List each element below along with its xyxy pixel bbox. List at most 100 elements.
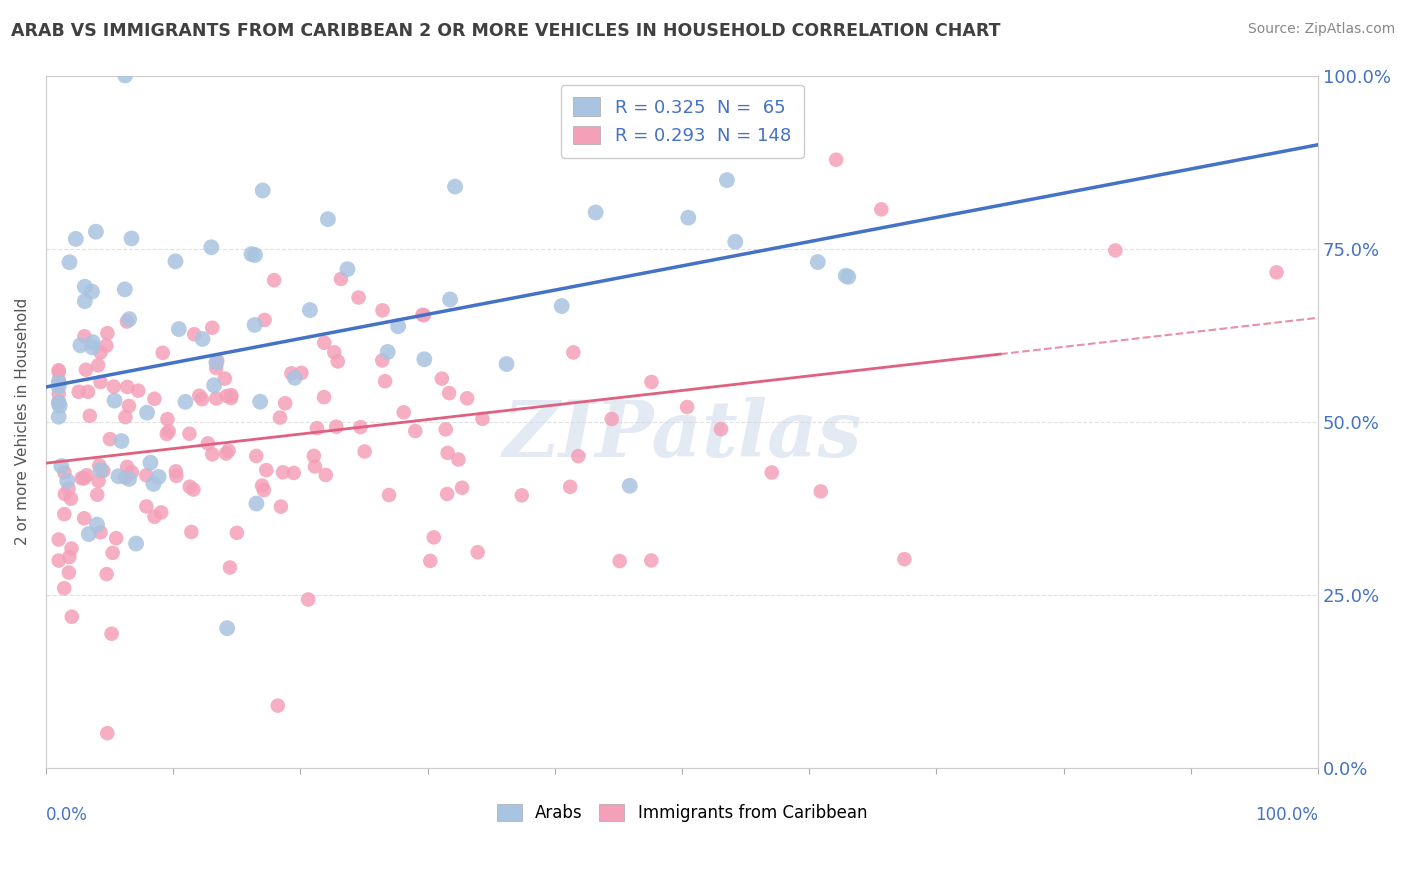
Point	[48, 409, 70, 424]
Point	[48, 533, 70, 547]
Point	[65, 232, 87, 246]
Point	[217, 621, 239, 635]
Point	[48, 365, 70, 379]
Point	[810, 484, 832, 499]
Point	[152, 346, 174, 360]
Text: 100.0%: 100.0%	[1256, 805, 1319, 824]
Point	[451, 481, 474, 495]
Point	[90, 463, 112, 477]
Point	[114, 69, 136, 83]
Point	[110, 434, 132, 448]
Point	[314, 335, 336, 350]
Point	[73, 511, 96, 525]
Point	[121, 231, 143, 245]
Legend: R = 0.325  N =  65, R = 0.293  N = 148: R = 0.325 N = 65, R = 0.293 N = 148	[561, 85, 804, 158]
Point	[191, 392, 214, 407]
Point	[60, 609, 83, 624]
Point	[100, 626, 122, 640]
Point	[567, 449, 589, 463]
Point	[89, 375, 111, 389]
Point	[157, 424, 180, 438]
Point	[323, 345, 346, 359]
Point	[135, 500, 157, 514]
Point	[215, 389, 238, 403]
Point	[90, 345, 112, 359]
Point	[423, 530, 446, 544]
Point	[387, 319, 409, 334]
Point	[221, 388, 243, 402]
Point	[143, 392, 166, 406]
Point	[254, 463, 277, 477]
Point	[87, 474, 110, 488]
Point	[392, 405, 415, 419]
Point	[121, 465, 143, 479]
Point	[48, 396, 70, 410]
Point	[444, 179, 467, 194]
Point	[114, 282, 136, 296]
Point	[619, 479, 641, 493]
Point	[374, 374, 396, 388]
Point	[200, 240, 222, 254]
Point	[378, 488, 401, 502]
Point	[893, 552, 915, 566]
Point	[315, 467, 337, 482]
Point	[467, 545, 489, 559]
Point	[59, 491, 82, 506]
Point	[249, 394, 271, 409]
Point	[218, 443, 240, 458]
Point	[118, 472, 141, 486]
Point	[349, 420, 371, 434]
Point	[73, 471, 96, 485]
Point	[53, 581, 76, 595]
Point	[69, 338, 91, 352]
Point	[326, 354, 349, 368]
Point	[82, 335, 104, 350]
Point	[58, 566, 80, 580]
Point	[156, 412, 179, 426]
Text: ZIPatlas: ZIPatlas	[502, 397, 862, 474]
Point	[419, 554, 441, 568]
Point	[219, 391, 242, 405]
Point	[495, 357, 517, 371]
Point	[118, 399, 141, 413]
Y-axis label: 2 or more Vehicles in Household: 2 or more Vehicles in Household	[15, 298, 30, 545]
Point	[143, 509, 166, 524]
Point	[761, 466, 783, 480]
Point	[205, 392, 228, 406]
Point	[87, 359, 110, 373]
Point	[174, 394, 197, 409]
Point	[413, 352, 436, 367]
Point	[243, 318, 266, 332]
Point	[1104, 244, 1126, 258]
Point	[77, 527, 100, 541]
Point	[267, 698, 290, 713]
Point	[48, 399, 70, 413]
Point	[716, 173, 738, 187]
Point	[274, 396, 297, 410]
Point	[329, 272, 352, 286]
Point	[165, 254, 187, 268]
Point	[371, 353, 394, 368]
Point	[250, 478, 273, 492]
Point	[77, 384, 100, 399]
Point	[205, 361, 228, 376]
Point	[58, 549, 80, 564]
Point	[165, 468, 187, 483]
Point	[837, 269, 859, 284]
Point	[180, 524, 202, 539]
Point	[84, 225, 107, 239]
Text: Source: ZipAtlas.com: Source: ZipAtlas.com	[1247, 22, 1395, 37]
Point	[96, 339, 118, 353]
Point	[609, 554, 631, 568]
Point	[89, 525, 111, 540]
Point	[297, 592, 319, 607]
Point	[53, 466, 76, 480]
Point	[67, 384, 90, 399]
Point	[48, 373, 70, 387]
Point	[205, 355, 228, 369]
Point	[73, 294, 96, 309]
Point	[305, 421, 328, 435]
Point	[600, 412, 623, 426]
Point	[48, 379, 70, 393]
Point	[136, 406, 159, 420]
